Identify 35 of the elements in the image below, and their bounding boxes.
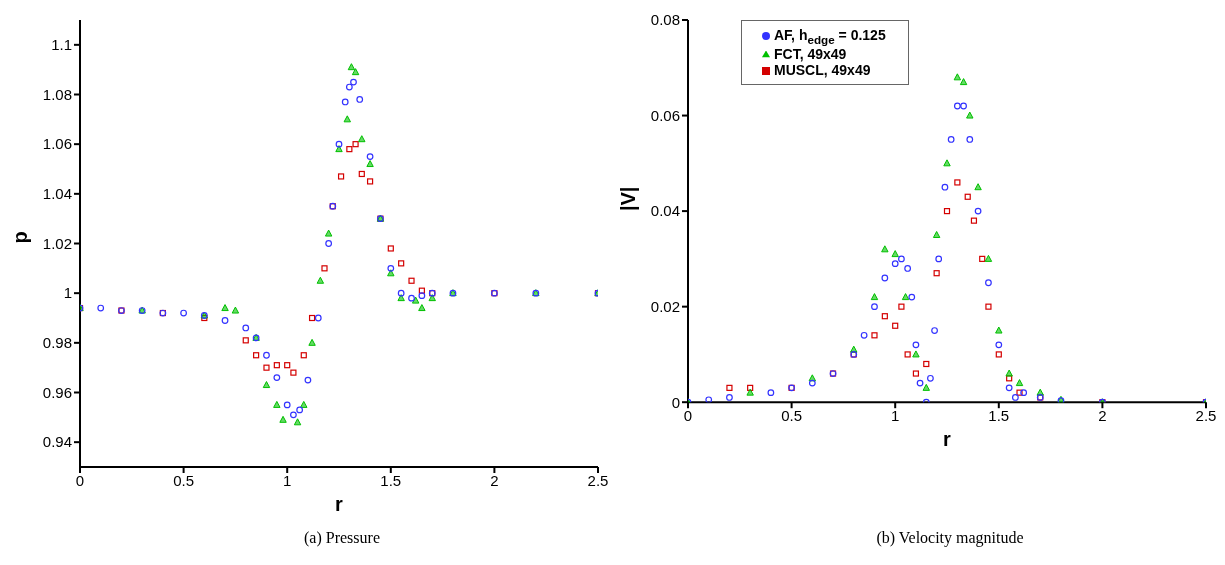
x-tick-label: 2: [1098, 406, 1107, 424]
text: (b) Velocity magnitude: [875, 529, 1025, 547]
y-tick-label: 1.1: [51, 36, 72, 54]
y-tick-label: 0.94: [42, 433, 72, 451]
y-tick-label: 1.02: [42, 234, 72, 252]
x-tick-label: 2: [490, 471, 499, 489]
y-axis-title: |V|: [617, 186, 640, 212]
y-tick-label: 1.08: [42, 85, 72, 103]
x-tick-label: 1.5: [380, 471, 402, 489]
y-tick-label: 1: [63, 284, 72, 302]
y-tick-label: 0.06: [650, 106, 680, 124]
legend-label: AF, h$_{edge}$ = 0.125: [774, 27, 886, 46]
y-tick-label: 0: [671, 393, 680, 411]
x-tick-label: 1: [283, 471, 292, 489]
legend-label: MUSCL, 49x49: [774, 61, 871, 78]
y-tick-label: 0.96: [42, 383, 72, 401]
y-tick-label: 0.04: [650, 202, 680, 220]
x-tick-label: 0: [75, 471, 85, 489]
x-tick-label: 1.5: [988, 406, 1010, 424]
legend-label: FCT, 49x49: [774, 45, 847, 62]
x-tick-label: 2.5: [587, 471, 609, 489]
x-axis-title: r: [335, 493, 344, 515]
text: (a) Pressure: [303, 529, 381, 547]
y-tick-label: 1.06: [42, 135, 72, 153]
y-tick-label: 0.98: [42, 334, 72, 352]
x-tick-label: 0.5: [173, 471, 195, 489]
x-axis-title: r: [943, 428, 952, 451]
y-axis-title: p: [9, 231, 32, 244]
y-tick-label: 0.02: [650, 297, 680, 315]
y-tick-label: 1.04: [42, 185, 72, 203]
y-tick-label: 0.08: [650, 11, 680, 29]
x-tick-label: 2.5: [1195, 406, 1217, 424]
x-tick-label: 0.5: [781, 406, 803, 424]
x-tick-label: 1: [891, 406, 900, 424]
x-tick-label: 0: [683, 406, 693, 424]
